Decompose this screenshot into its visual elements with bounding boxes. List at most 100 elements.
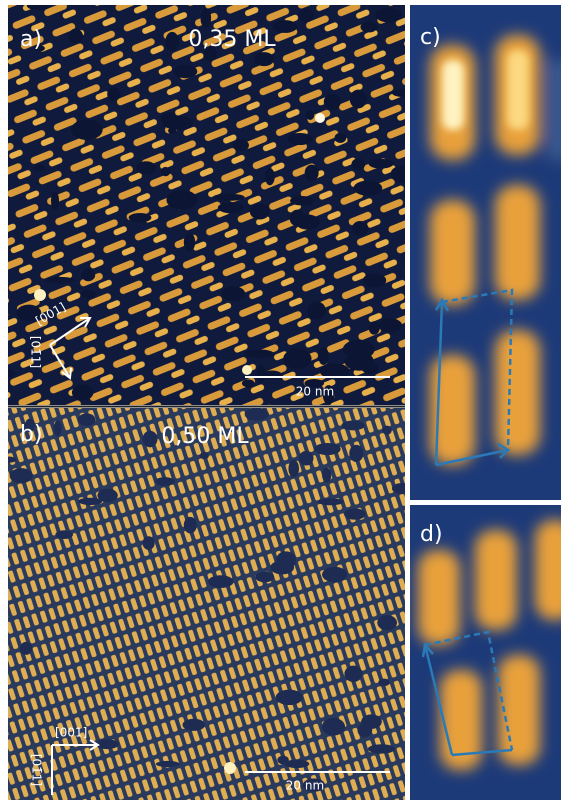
dark-region: [136, 161, 157, 175]
dark-region: [349, 89, 367, 109]
dark-region: [264, 168, 275, 186]
dark-region: [244, 408, 269, 421]
dark-region: [249, 203, 270, 220]
dark-region: [368, 158, 394, 169]
dark-region: [45, 276, 75, 284]
dark-region: [304, 164, 319, 182]
dark-region: [183, 516, 197, 534]
coverage-label: 0,50 ML: [161, 424, 249, 449]
dark-region: [33, 164, 45, 172]
dark-region: [272, 20, 298, 33]
dark-region: [341, 420, 365, 431]
dark-region: [334, 132, 347, 144]
dark-region: [314, 443, 341, 456]
unit-cell: [421, 630, 514, 757]
direction-label: [01̄1]: [30, 754, 44, 786]
dark-region: [241, 379, 255, 388]
dark-region: [8, 368, 16, 378]
dark-region: [94, 739, 120, 750]
dark-region: [155, 760, 180, 768]
dark-region: [378, 678, 390, 687]
dark-region: [128, 212, 152, 223]
dark-region: [275, 551, 297, 569]
panel-label: c): [420, 25, 441, 50]
scale-label: 20 nm: [286, 779, 324, 793]
dark-region: [298, 450, 314, 466]
dark-region: [295, 214, 320, 230]
dark-region: [142, 536, 155, 550]
dark-region: [283, 348, 312, 369]
direction-arrows: [51, 739, 100, 795]
dark-region: [382, 425, 392, 435]
dark-region: [344, 665, 363, 683]
dark-region: [24, 418, 35, 433]
dark-regions: [8, 5, 405, 405]
dark-region: [142, 430, 158, 448]
dark-region: [50, 191, 60, 211]
dark-region: [233, 139, 249, 152]
direction-label: [001]: [55, 726, 87, 740]
dark-region: [165, 31, 179, 52]
dark-region: [212, 193, 245, 201]
dark-region: [357, 723, 373, 738]
dark-region: [9, 468, 33, 484]
dark-region: [377, 615, 398, 631]
dark-region: [199, 452, 209, 460]
dark-region: [289, 196, 315, 206]
dark-region: [221, 286, 246, 302]
dark-region: [81, 289, 96, 299]
dark-region: [319, 363, 350, 380]
dark-region: [16, 304, 42, 321]
adatom: [34, 289, 46, 301]
adatom: [224, 762, 236, 774]
dark-region: [391, 482, 405, 495]
dark-region: [97, 488, 118, 503]
dark-regions: [8, 408, 405, 792]
dark-region: [55, 530, 74, 540]
dark-region: [203, 46, 217, 62]
dark-region: [378, 318, 403, 333]
dark-region: [160, 112, 178, 125]
adatom: [315, 113, 325, 123]
dark-region: [173, 64, 198, 79]
coverage-label: 0,35 ML: [188, 27, 276, 52]
dark-region: [8, 456, 17, 463]
panel-d: [410, 505, 561, 800]
dark-region: [68, 28, 83, 44]
dark-region: [217, 202, 245, 214]
dark-region: [34, 45, 45, 52]
dark-region: [343, 508, 366, 520]
dark-region: [208, 575, 234, 589]
dark-region: [154, 477, 175, 486]
dark-region: [298, 8, 314, 23]
dark-region: [107, 87, 121, 102]
dark-region: [391, 88, 405, 98]
dark-region: [342, 339, 375, 360]
dark-region: [71, 384, 94, 401]
dark-region: [78, 497, 103, 505]
dark-region: [322, 385, 335, 405]
dark-region: [81, 268, 96, 282]
dark-region: [307, 301, 326, 320]
dark-region: [360, 21, 378, 33]
dark-region: [26, 5, 50, 11]
dark-region: [353, 180, 383, 196]
dark-region: [78, 413, 96, 427]
dark-region: [390, 165, 405, 183]
dark-region: [322, 467, 332, 483]
dark-region: [323, 93, 341, 110]
panel-b: [8, 408, 405, 800]
stm-image: [8, 5, 405, 405]
dark-region: [351, 221, 369, 236]
dark-region: [362, 273, 387, 288]
scale-label: 20 nm: [296, 385, 334, 399]
dark-region: [244, 349, 275, 359]
dark-region: [322, 566, 348, 583]
dark-region: [321, 717, 346, 736]
dark-region: [255, 571, 275, 583]
dark-region: [317, 498, 344, 506]
dark-region: [318, 347, 329, 365]
dark-region: [254, 52, 275, 67]
dark-region: [166, 189, 198, 210]
